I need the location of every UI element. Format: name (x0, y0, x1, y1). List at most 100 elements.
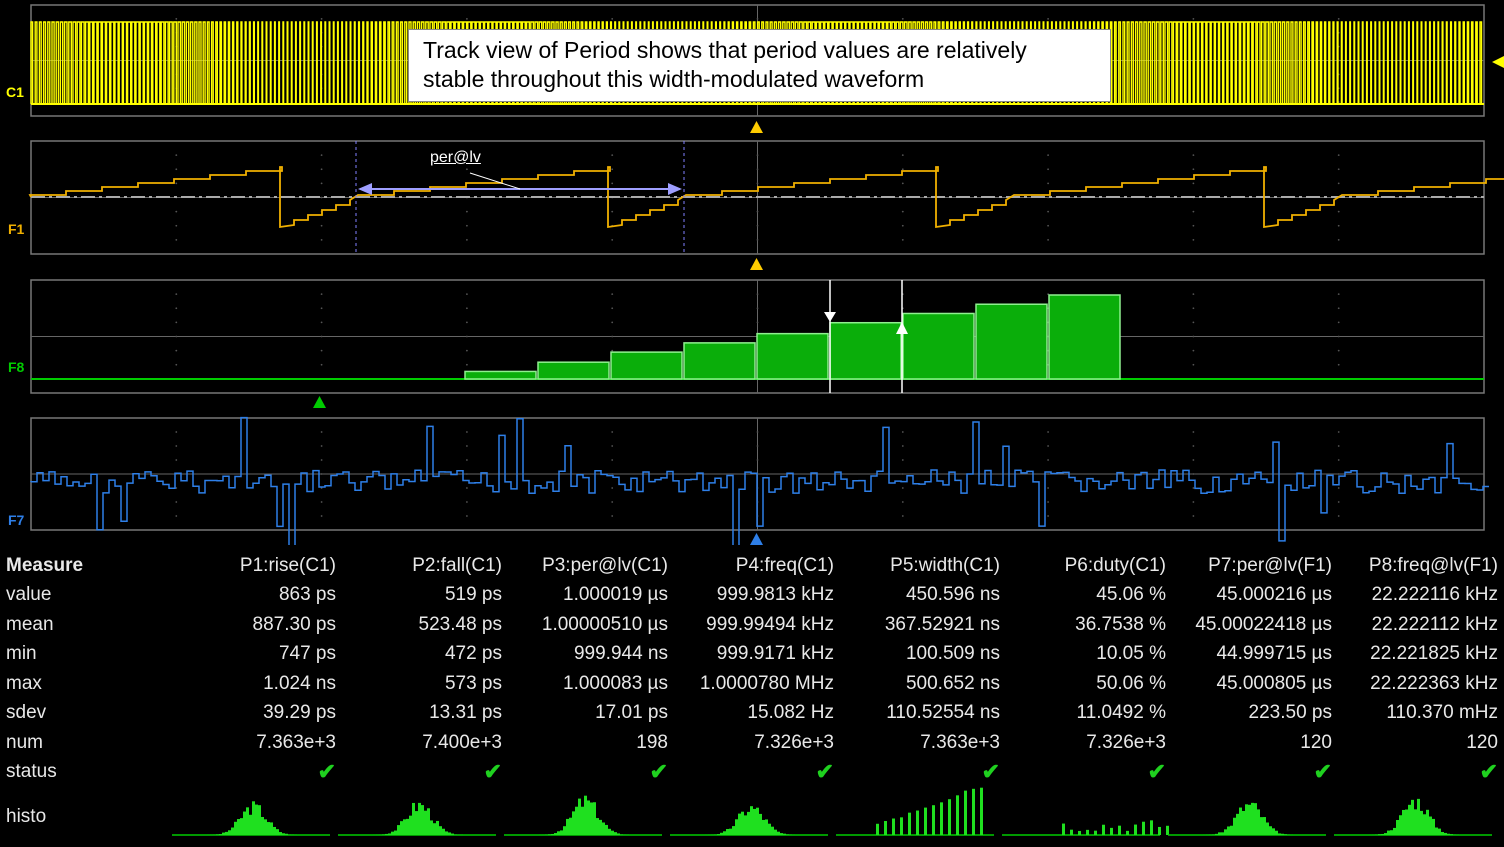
channel-label-f1[interactable]: F1 (8, 221, 25, 237)
mini-histogram-bin (231, 827, 234, 835)
table-row: min 747 ps 472 ps 999.944 ns 999.9171 kH… (0, 640, 1498, 670)
trigger-marker-icon (750, 533, 763, 545)
mini-histogram-bin (876, 823, 879, 835)
mini-histogram-bin (454, 834, 457, 835)
grid-dot (1337, 210, 1340, 213)
table-row: mean 887.30 ps 523.48 ps 1.00000510 µs 9… (0, 610, 1498, 640)
grid-dot (611, 335, 614, 338)
grid-dot (1192, 501, 1195, 503)
param-header[interactable]: P3:per@lv(C1) (542, 554, 668, 576)
mini-histogram-bin (285, 833, 288, 835)
grid-dot (611, 238, 614, 241)
param-header[interactable]: P2:fall(C1) (412, 554, 502, 576)
mini-histogram-bin (267, 822, 270, 835)
f7-trace-line (30, 416, 1489, 545)
grid-dot (1337, 17, 1340, 20)
mini-histogram-bin (560, 830, 563, 835)
param-header[interactable]: P8:freq@lv(F1) (1368, 554, 1498, 576)
mini-histogram-bin (421, 805, 424, 835)
grid-dot (175, 321, 178, 324)
grid-dot (901, 445, 904, 447)
grid-dot (175, 501, 178, 503)
mini-histogram-bin (1078, 830, 1081, 835)
grid-dot (756, 154, 759, 157)
grid-dot (611, 210, 614, 213)
table-cell: 500.652 ns (905, 672, 1000, 694)
grid-dot (466, 445, 468, 447)
table-cell: 22.222112 kHz (1371, 613, 1498, 635)
mini-histogram-bin (1420, 810, 1423, 835)
mini-histogram-bin (264, 819, 267, 835)
mini-histogram-bin (1396, 820, 1399, 835)
grid-dot (756, 431, 759, 433)
param-header[interactable]: P6:duty(C1) (1064, 554, 1166, 576)
channel-label-f8[interactable]: F8 (8, 359, 25, 375)
mini-histogram-bin (403, 819, 406, 835)
mini-histogram-bin (948, 799, 951, 835)
grid-dot (1047, 487, 1049, 489)
waveform-display[interactable] (0, 0, 1504, 545)
param-header[interactable]: P7:per@lv(F1) (1208, 554, 1332, 576)
channel-label-f7[interactable]: F7 (8, 512, 25, 528)
grid-dot (466, 307, 468, 310)
histogram-bar (902, 312, 975, 380)
grid-dot (1192, 154, 1195, 157)
table-cell: 7.400e+3 (422, 731, 502, 753)
grid-dot (466, 154, 468, 157)
grid-dot (175, 335, 178, 338)
mini-histogram-bin (406, 818, 409, 835)
grid-dot (320, 363, 323, 366)
grid-dot (1047, 515, 1049, 517)
mini-histogram-bin (1432, 818, 1435, 835)
mini-histogram-bin (892, 818, 895, 835)
mini-histogram-bin (611, 830, 614, 835)
grid-dot (901, 515, 904, 517)
grid-dot (611, 293, 614, 296)
table-cell: 110.52554 ns (886, 702, 1000, 724)
channel-label-c1[interactable]: C1 (6, 84, 24, 100)
mini-histogram-bin (756, 807, 759, 835)
grid-dot (756, 293, 759, 296)
mini-histogram-bin (726, 828, 729, 835)
grid-dot (611, 445, 614, 447)
table-cell: 7.326e+3 (754, 731, 834, 753)
grid-dot (756, 459, 759, 461)
mini-histogram-bin (1215, 833, 1218, 835)
table-cell: 887.30 ps (252, 613, 336, 635)
mini-histogram-bin (916, 810, 919, 835)
grid-dot (466, 210, 468, 213)
mini-histogram-bin (216, 834, 219, 835)
grid-dot (611, 17, 614, 20)
grid-dot (175, 210, 178, 213)
mini-histogram-bin (1110, 827, 1113, 835)
grid-dot (756, 445, 759, 447)
mini-histogram-bin (900, 817, 903, 835)
mini-histogram-bin (228, 830, 231, 835)
grid-dot (466, 501, 468, 503)
grid-dot (466, 168, 468, 171)
grid-dot (1047, 224, 1049, 227)
table-cell: 17.01 ps (595, 702, 668, 724)
grid-dot (466, 321, 468, 324)
mini-histogram-bin (1224, 829, 1227, 835)
mini-histogram (670, 806, 828, 836)
mini-histogram-bin (1158, 826, 1161, 835)
table-cell: 367.52921 ns (884, 613, 1000, 635)
mini-histogram-bin (1429, 816, 1432, 835)
mini-histogram-bin (590, 802, 593, 835)
mini-histogram-bin (554, 833, 557, 835)
mini-histogram-bin (1275, 830, 1278, 835)
mini-histogram-bin (972, 788, 975, 835)
histogram-bar (610, 351, 683, 380)
grid-dot (320, 501, 323, 503)
table-cell: 999.9171 kHz (716, 643, 834, 665)
mini-histogram-bin (602, 822, 605, 835)
grid-dot (1337, 307, 1340, 310)
mini-histogram-bin (430, 820, 433, 835)
param-header[interactable]: P1:rise(C1) (239, 554, 336, 576)
param-header[interactable]: P5:width(C1) (890, 554, 1000, 576)
mini-histogram-bin (956, 795, 959, 835)
param-header[interactable]: P4:freq(C1) (735, 554, 834, 576)
grid-dot (1192, 210, 1195, 213)
mini-histogram-bin (1402, 809, 1405, 835)
